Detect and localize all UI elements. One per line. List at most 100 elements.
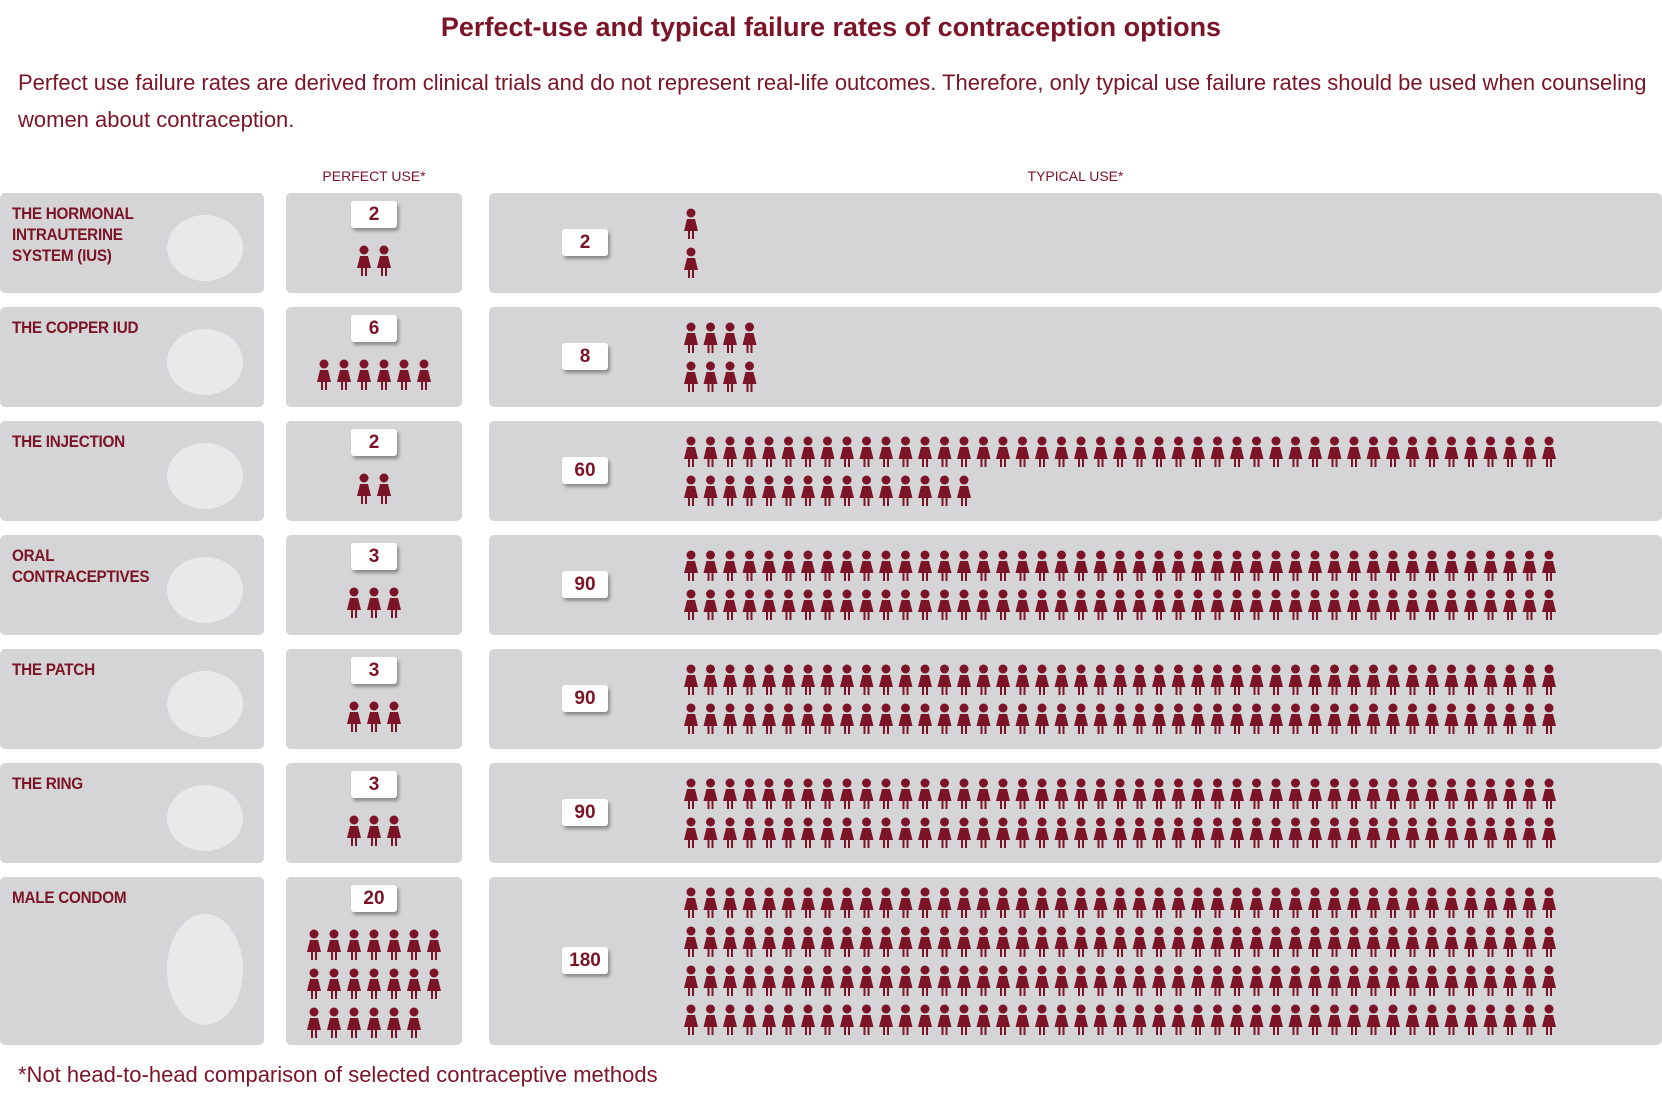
person-icon-head <box>881 926 891 936</box>
person-icon-body <box>1386 1015 1400 1035</box>
person-icon-head <box>1096 778 1105 788</box>
person-icon-body <box>996 789 1010 809</box>
person-icon-body <box>1132 447 1147 467</box>
person-icon-head <box>686 817 696 827</box>
person-icon-body <box>820 714 835 734</box>
person-icon-body <box>1347 898 1361 918</box>
person-icon-head <box>1369 436 1378 446</box>
person-icon-body <box>1522 937 1537 957</box>
person-icon-head <box>764 965 774 975</box>
person-icon-head <box>784 550 793 560</box>
person-icon-body <box>1249 447 1264 467</box>
person-icon-head <box>1232 926 1242 936</box>
person-icon-body <box>1074 600 1088 620</box>
person-icon-head <box>1213 778 1222 788</box>
person-icon-head <box>1310 703 1320 713</box>
person-icon-body <box>347 1018 361 1038</box>
person-icon-head <box>1135 550 1144 560</box>
person-icon-head <box>1154 664 1164 674</box>
person-icon-body <box>723 561 737 581</box>
person-icon-head <box>979 703 988 713</box>
value-badge: 90 <box>562 799 608 826</box>
person-icon-body <box>1230 828 1244 848</box>
person-icon-head <box>369 587 379 597</box>
person-icon-body <box>1327 600 1342 620</box>
person-icon-body <box>407 1018 421 1038</box>
person-icon-head <box>1544 778 1554 788</box>
person-icon-body <box>377 484 391 504</box>
person-icon-body <box>859 937 874 957</box>
person-icon-body <box>1542 600 1556 620</box>
person-icon-head <box>862 436 871 446</box>
person-icon-head <box>1213 550 1222 560</box>
person-icon-body <box>996 1015 1010 1035</box>
person-icon-head <box>1037 436 1047 446</box>
person-icon-head <box>1057 664 1066 674</box>
person-icon-head <box>1466 778 1476 788</box>
person-icon-body <box>1347 828 1361 848</box>
person-icon-head <box>764 817 774 827</box>
person-icon-head <box>1135 965 1144 975</box>
person-icon-head <box>725 361 735 371</box>
person-icon-body <box>762 789 776 809</box>
person-icon-head <box>1271 965 1281 975</box>
person-icon-body <box>1152 714 1166 734</box>
person-icon-body <box>781 675 796 695</box>
person-icon-body <box>742 675 757 695</box>
person-icon-head <box>920 926 930 936</box>
person-icon-head <box>1330 965 1339 975</box>
person-icon-body <box>1405 789 1420 809</box>
person-icon-body <box>859 789 874 809</box>
person-icon-body <box>879 789 893 809</box>
person-icon-head <box>803 1004 813 1014</box>
person-icon-body <box>762 1015 776 1035</box>
person-icon-body <box>1444 714 1459 734</box>
person-icon-head <box>379 473 389 483</box>
person-icon-head <box>1193 1004 1203 1014</box>
person-icon-body <box>1035 789 1049 809</box>
value-badge: 6 <box>351 315 397 342</box>
person-icon-body <box>898 828 913 848</box>
person-icon-head <box>1115 817 1125 827</box>
person-icon-body <box>1230 789 1244 809</box>
person-icon-head <box>1427 926 1437 936</box>
person-icon-head <box>329 929 339 939</box>
person-icon-body <box>1074 937 1088 957</box>
person-icon-body <box>1483 1015 1498 1035</box>
person-icon-head <box>1193 703 1203 713</box>
person-icon-head <box>959 664 969 674</box>
person-icon-head <box>1525 926 1534 936</box>
person-icon-body <box>859 675 874 695</box>
person-icon-head <box>1076 1004 1086 1014</box>
person-icon-body <box>1249 789 1264 809</box>
person-icon-head <box>1310 817 1320 827</box>
person-icon-body <box>976 447 991 467</box>
person-icon-head <box>1154 926 1164 936</box>
person-icon-body <box>703 561 718 581</box>
person-icon-body <box>1366 937 1381 957</box>
person-icon-head <box>901 475 910 485</box>
person-icon-body <box>427 940 441 960</box>
person-icon-head <box>686 322 696 332</box>
person-icon-body <box>762 828 776 848</box>
person-icon-head <box>998 778 1008 788</box>
person-icon-body <box>1386 898 1400 918</box>
person-icon-body <box>1113 828 1127 848</box>
person-icon-body <box>703 976 718 996</box>
person-icon-head <box>1057 703 1066 713</box>
person-icon-body <box>723 714 737 734</box>
person-icon-head <box>1193 778 1203 788</box>
person-icon-head <box>1330 664 1339 674</box>
person-icon-body <box>1035 828 1049 848</box>
person-icon-body <box>307 940 321 960</box>
person-icon-body <box>1074 898 1088 918</box>
person-icon-head <box>1408 550 1417 560</box>
person-icon-body <box>1405 561 1420 581</box>
person-icon-body <box>859 600 874 620</box>
person-icon-body <box>407 979 421 999</box>
person-icon-head <box>1076 664 1086 674</box>
person-icon-head <box>1291 817 1300 827</box>
person-icon-body <box>996 828 1010 848</box>
person-icon-body <box>957 675 971 695</box>
person-icon-head <box>959 703 969 713</box>
